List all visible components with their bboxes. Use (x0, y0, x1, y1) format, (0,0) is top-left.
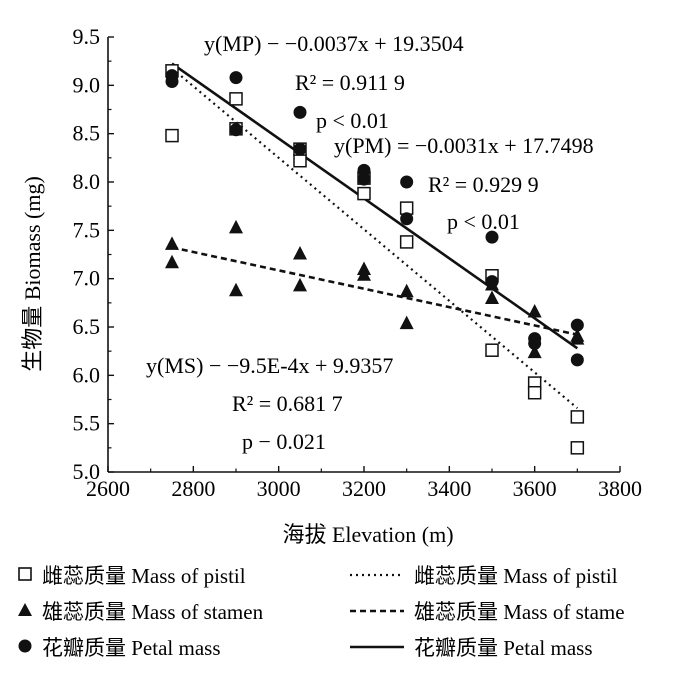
annotation-mp-p: p < 0.01 (316, 108, 389, 133)
annotation-mp-equation: y(MP) − −0.0037x + 19.3504 (204, 31, 464, 56)
petal-point (400, 212, 414, 226)
petal-point (570, 353, 584, 367)
legend-label-pistil-line: 雌蕊质量 Mass of pistil (414, 564, 618, 588)
stamen-point (485, 290, 499, 304)
axes: 2600 2800 3000 3200 3400 3600 3800 5.0 5.5 6.0 6.5… (73, 24, 643, 501)
legend-marker-petal (18, 639, 32, 653)
y-axis-title: 生物量 Biomass (mg) (20, 176, 45, 372)
petal-point (570, 318, 584, 332)
y-tick-label-5.5: 5.5 (73, 411, 101, 436)
fit-line-petal (171, 62, 579, 350)
pistil-point (165, 128, 179, 143)
legend-label-stamen-marker: 雄蕊质量 Mass of stamen (42, 600, 264, 624)
stamen-point (229, 282, 243, 297)
x-tick-label-2800: 2800 (171, 476, 215, 501)
petal-point (528, 336, 542, 350)
annotation-pm-r2: R² = 0.929 9 (428, 172, 539, 197)
stamen-point (165, 254, 179, 269)
x-tick-label-3400: 3400 (427, 476, 471, 501)
x-axis-title: 海拔 Elevation (m) (282, 522, 453, 547)
stamen-point (165, 236, 179, 250)
y-tick-label-9: 9.0 (73, 72, 101, 97)
legend-label-pistil-marker: 雌蕊质量 Mass of pistil (42, 564, 246, 588)
annotation-ms-equation: y(MS) − −9.5E-4x + 9.9357 (146, 353, 393, 378)
x-tick-label-3000: 3000 (257, 476, 301, 501)
stamen-point (357, 267, 371, 281)
petal-point (293, 142, 307, 156)
pistil-point (357, 186, 371, 201)
legend-label-petal-marker: 花瓣质量 Petal mass (42, 636, 221, 660)
stamen-point (399, 315, 414, 330)
fit-line-pistil (171, 67, 579, 410)
pistil-point (570, 410, 585, 424)
pistil-point (399, 235, 414, 249)
x-tick-label-3200: 3200 (342, 476, 386, 501)
data-points (165, 64, 585, 455)
petal-point (485, 275, 499, 289)
stamen-point (570, 331, 585, 345)
y-tick-label-6.5: 6.5 (73, 314, 101, 339)
pistil-point (293, 153, 307, 168)
annotation-pm-equation: y(PM) = −0.0031x + 17.7498 (334, 133, 594, 158)
pistil-point (229, 92, 243, 106)
stamen-point (527, 344, 542, 359)
petal-point (165, 74, 179, 88)
annotation-ms-r2: R² = 0.681 7 (232, 391, 343, 416)
legend-label-stamen-line: 雄蕊质量 Mass of stame (414, 600, 625, 624)
stamen-point (293, 277, 307, 292)
x-tick-label-2600: 2600 (86, 476, 130, 501)
pistil-point (485, 343, 499, 357)
fit-line-stamen (171, 246, 578, 336)
annotation-mp-r2: R² = 0.911 9 (295, 70, 405, 95)
petal-point (485, 230, 499, 244)
x-tick-label-3800: 3800 (598, 476, 642, 501)
legend-label-petal-line: 花瓣质量 Petal mass (414, 636, 593, 660)
y-tick-label-5: 5.0 (73, 459, 101, 484)
petal-point (357, 172, 371, 186)
y-tick-label-8: 8.0 (73, 169, 101, 194)
y-tick-label-6: 6.0 (73, 362, 101, 387)
pistil-point (570, 441, 585, 455)
pistil-point (527, 385, 542, 400)
stamen-point (293, 246, 307, 260)
y-tick-label-7.5: 7.5 (73, 217, 101, 242)
legend: 雌蕊质量 Mass of pistil 雄蕊质量 Mass of stamen … (18, 564, 625, 660)
stamen-point (229, 219, 243, 234)
stamen-point (399, 283, 414, 298)
petal-point (400, 175, 414, 189)
y-tick-label-9.5: 9.5 (73, 24, 101, 49)
legend-marker-pistil (18, 567, 32, 581)
y-tick-label-7: 7.0 (73, 266, 101, 291)
fit-lines (171, 62, 579, 410)
legend-marker-stamen (18, 603, 32, 616)
petal-point (229, 123, 243, 137)
y-tick-label-8.5: 8.5 (73, 121, 101, 146)
petal-point (229, 71, 243, 85)
stamen-point (527, 304, 542, 318)
annotation-pm-p: p < 0.01 (447, 209, 520, 234)
x-tick-label-3600: 3600 (513, 476, 557, 501)
annotation-ms-p: p − 0.021 (242, 429, 326, 454)
petal-point (293, 105, 307, 119)
